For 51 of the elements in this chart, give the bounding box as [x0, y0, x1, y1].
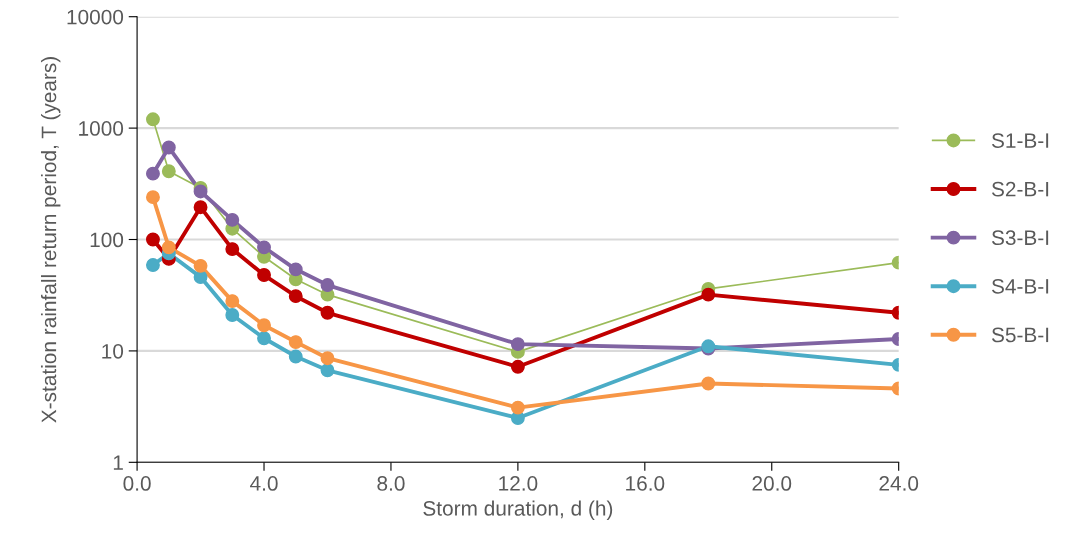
- point: [288, 335, 303, 350]
- point: [257, 268, 271, 282]
- legend-label: S3-B-I: [991, 230, 1049, 246]
- point: [225, 294, 240, 309]
- point: [225, 308, 240, 322]
- point: [257, 318, 271, 333]
- point: [257, 240, 271, 255]
- x-tick-label: 0.0: [123, 476, 151, 491]
- point: [320, 278, 335, 293]
- x-tick-label: 20.0: [752, 476, 792, 491]
- point: [320, 305, 335, 320]
- point: [288, 262, 303, 277]
- point: [510, 400, 525, 415]
- x-tick-label: 4.0: [250, 476, 278, 491]
- point: [146, 112, 160, 127]
- point: [146, 258, 160, 272]
- point: [193, 200, 208, 215]
- point: [161, 240, 176, 255]
- y-tick-label: 100: [90, 232, 124, 248]
- point: [701, 376, 716, 391]
- point: [320, 351, 335, 366]
- y-axis-title: X-station rainfall return period, T (years): [40, 57, 61, 423]
- point: [225, 242, 240, 257]
- point: [146, 166, 160, 181]
- point: [225, 212, 240, 227]
- x-tick-label: 24.0: [879, 476, 919, 491]
- point: [146, 232, 160, 247]
- legend-label: S2-B-I: [991, 181, 1049, 197]
- y-tick-label: 1: [113, 455, 123, 470]
- y-tick-label: 10: [102, 343, 124, 359]
- point: [510, 359, 525, 374]
- legend-label: S4-B-I: [991, 278, 1049, 294]
- y-tick-label: 1000: [79, 121, 124, 136]
- point: [257, 331, 271, 346]
- x-tick-label: 16.0: [626, 476, 665, 491]
- point: [193, 184, 208, 199]
- point: [288, 289, 303, 304]
- point: [320, 363, 335, 378]
- point: [193, 258, 208, 273]
- point: [288, 349, 303, 364]
- legend-label: S5-B-I: [991, 327, 1049, 343]
- point: [161, 164, 176, 179]
- point: [161, 140, 176, 155]
- x-axis-title: Storm duration, d (h): [423, 500, 613, 520]
- point: [146, 190, 160, 205]
- y-tick-label: 10000: [67, 9, 124, 25]
- point: [701, 287, 716, 302]
- x-tick-label: 12.0: [499, 476, 538, 491]
- x-tick-label: 8.0: [377, 476, 405, 491]
- point: [510, 337, 525, 352]
- legend-label: S1-B-I: [991, 133, 1049, 148]
